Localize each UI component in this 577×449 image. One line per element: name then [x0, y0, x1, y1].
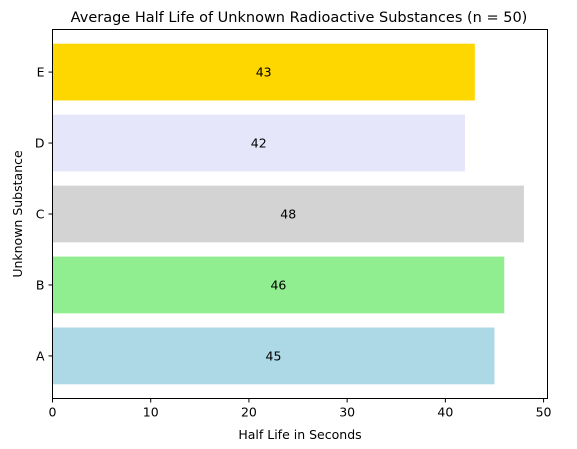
- data-label-c: 48: [280, 207, 296, 222]
- x-tick-label-40: 40: [437, 405, 453, 420]
- y-axis-label: Unknown Substance: [10, 150, 25, 278]
- y-tick-label-d: D: [35, 136, 45, 151]
- bar-e: [52, 43, 475, 101]
- x-tick-label-0: 0: [49, 405, 57, 420]
- data-labels-group: 45 46 48 42 43: [251, 65, 296, 364]
- y-axis-ticks: A B C D E: [35, 65, 53, 363]
- x-tick-label-10: 10: [143, 405, 159, 420]
- bar-a: [52, 327, 495, 385]
- y-tick-label-e: E: [37, 65, 45, 80]
- x-axis-ticks: 0 10 20 30 40 50: [49, 398, 552, 420]
- data-label-d: 42: [251, 136, 267, 151]
- y-tick-label-a: A: [36, 348, 45, 363]
- data-label-a: 45: [266, 348, 282, 363]
- bar-b: [52, 256, 505, 314]
- x-tick-label-50: 50: [536, 405, 552, 420]
- x-tick-label-20: 20: [241, 405, 257, 420]
- x-axis-label: Half Life in Seconds: [238, 427, 361, 442]
- bar-d: [52, 114, 465, 172]
- y-tick-label-c: C: [36, 207, 45, 222]
- x-tick-label-30: 30: [339, 405, 355, 420]
- chart-title: Average Half Life of Unknown Radioactive…: [71, 10, 528, 26]
- bar-c: [52, 185, 524, 243]
- y-tick-label-b: B: [36, 277, 45, 292]
- data-label-e: 43: [256, 65, 272, 80]
- data-label-b: 46: [270, 277, 286, 292]
- bars-group: [52, 43, 524, 385]
